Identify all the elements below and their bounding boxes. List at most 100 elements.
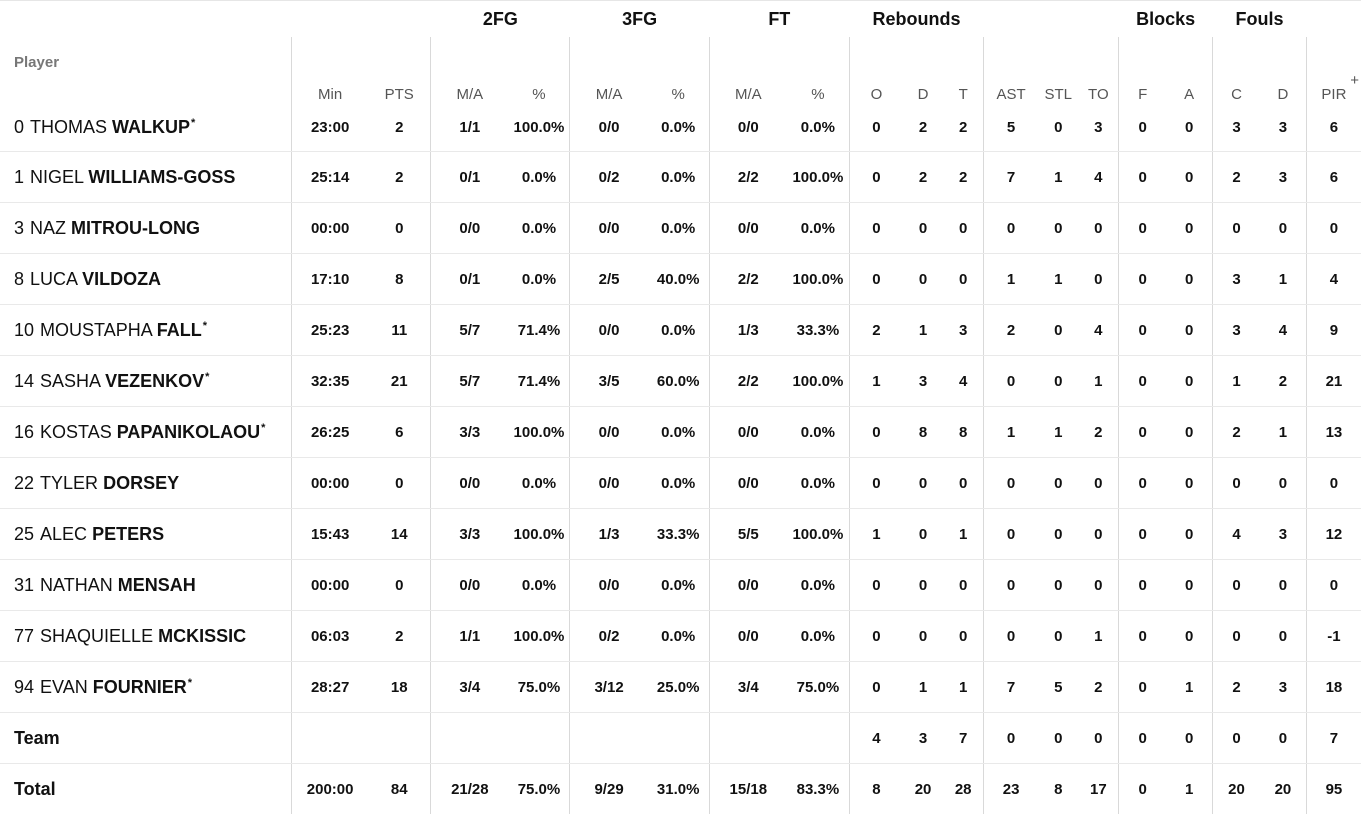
cell-stl: 1 xyxy=(1038,152,1078,203)
cell-fg3-ma xyxy=(570,713,648,764)
player-number: 1 xyxy=(14,167,24,187)
player-last-name[interactable]: MENSAH xyxy=(118,575,196,595)
player-last-name[interactable]: VEZENKOV xyxy=(105,371,204,391)
cell-ast: 5 xyxy=(984,104,1038,152)
group-2fg: 2FG xyxy=(431,1,570,37)
cell-reb-t: 7 xyxy=(943,713,983,764)
col-blk-f[interactable]: F xyxy=(1119,37,1166,104)
cell-reb-d: 1 xyxy=(903,305,943,356)
cell-ft-ma: 0/0 xyxy=(709,560,787,611)
player-last-name[interactable]: WILLIAMS-GOSS xyxy=(88,167,235,187)
col-stl[interactable]: STL xyxy=(1038,37,1078,104)
cell-reb-o: 1 xyxy=(849,509,902,560)
player-last-name[interactable]: PAPANIKOLAOU xyxy=(117,422,260,442)
cell-foul-d: 3 xyxy=(1260,509,1306,560)
cell-ft-ma: 5/5 xyxy=(709,509,787,560)
player-last-name[interactable]: PETERS xyxy=(92,524,164,544)
player-last-name[interactable]: FALL xyxy=(157,320,202,340)
col-3fg-ma[interactable]: M/A xyxy=(570,37,648,104)
player-last-name[interactable]: DORSEY xyxy=(103,473,179,493)
col-player[interactable]: Player xyxy=(0,37,292,104)
cell-pts: 0 xyxy=(368,560,431,611)
player-last-name[interactable]: VILDOZA xyxy=(82,269,161,289)
group-header-row: 2FG 3FG FT Rebounds Blocks Fouls xyxy=(0,1,1361,37)
cell-fg3-ma: 2/5 xyxy=(570,254,648,305)
cell-foul-d: 0 xyxy=(1260,611,1306,662)
cell-min: 00:00 xyxy=(292,458,369,509)
cell-ft-ma: 2/2 xyxy=(709,152,787,203)
col-pir[interactable]: PIR xyxy=(1306,37,1361,104)
cell-blk-a: 0 xyxy=(1166,254,1212,305)
col-reb-o[interactable]: O xyxy=(849,37,902,104)
col-reb-d[interactable]: D xyxy=(903,37,943,104)
cell-blk-a: 0 xyxy=(1166,407,1212,458)
cell-fg2-pct: 0.0% xyxy=(508,203,570,254)
cell-fg2-ma xyxy=(431,713,509,764)
cell-ast: 0 xyxy=(984,458,1038,509)
cell-ft-ma: 1/3 xyxy=(709,305,787,356)
cell-reb-d: 2 xyxy=(903,104,943,152)
col-foul-c[interactable]: C xyxy=(1213,37,1260,104)
cell-blk-a: 0 xyxy=(1166,152,1212,203)
cell-reb-d: 3 xyxy=(903,356,943,407)
cell-blk-a: 0 xyxy=(1166,713,1212,764)
col-foul-d[interactable]: D xyxy=(1260,37,1306,104)
col-min[interactable]: Min xyxy=(292,37,369,104)
starter-marker: * xyxy=(203,320,207,332)
cell-fg3-ma: 1/3 xyxy=(570,509,648,560)
col-2fg-ma[interactable]: M/A xyxy=(431,37,509,104)
cell-blk-a: 0 xyxy=(1166,458,1212,509)
cell-min: 25:14 xyxy=(292,152,369,203)
player-last-name[interactable]: MITROU-LONG xyxy=(71,218,200,238)
player-last-name[interactable]: FOURNIER xyxy=(93,677,187,697)
more-columns-button[interactable]: + xyxy=(1350,72,1359,89)
player-number: 3 xyxy=(14,218,24,238)
cell-reb-d: 0 xyxy=(903,509,943,560)
cell-fg2-ma: 5/7 xyxy=(431,356,509,407)
col-pts[interactable]: PTS xyxy=(368,37,431,104)
col-2fg-pct[interactable]: % xyxy=(508,37,570,104)
cell-blk-f: 0 xyxy=(1119,152,1166,203)
cell-ft-pct: 0.0% xyxy=(787,407,850,458)
cell-fg2-pct xyxy=(508,713,570,764)
cell-blk-f: 0 xyxy=(1119,458,1166,509)
col-ft-pct[interactable]: % xyxy=(787,37,850,104)
col-ft-ma[interactable]: M/A xyxy=(709,37,787,104)
col-3fg-pct[interactable]: % xyxy=(648,37,710,104)
player-last-name[interactable]: WALKUP xyxy=(112,117,190,137)
cell-ft-pct: 0.0% xyxy=(787,104,850,152)
col-to[interactable]: TO xyxy=(1078,37,1118,104)
player-number: 94 xyxy=(14,677,34,697)
cell-reb-d: 0 xyxy=(903,560,943,611)
cell-to: 17 xyxy=(1078,764,1118,814)
player-last-name[interactable]: MCKISSIC xyxy=(158,626,246,646)
col-reb-t[interactable]: T xyxy=(943,37,983,104)
col-blk-a[interactable]: A xyxy=(1166,37,1212,104)
col-ast[interactable]: AST xyxy=(984,37,1038,104)
